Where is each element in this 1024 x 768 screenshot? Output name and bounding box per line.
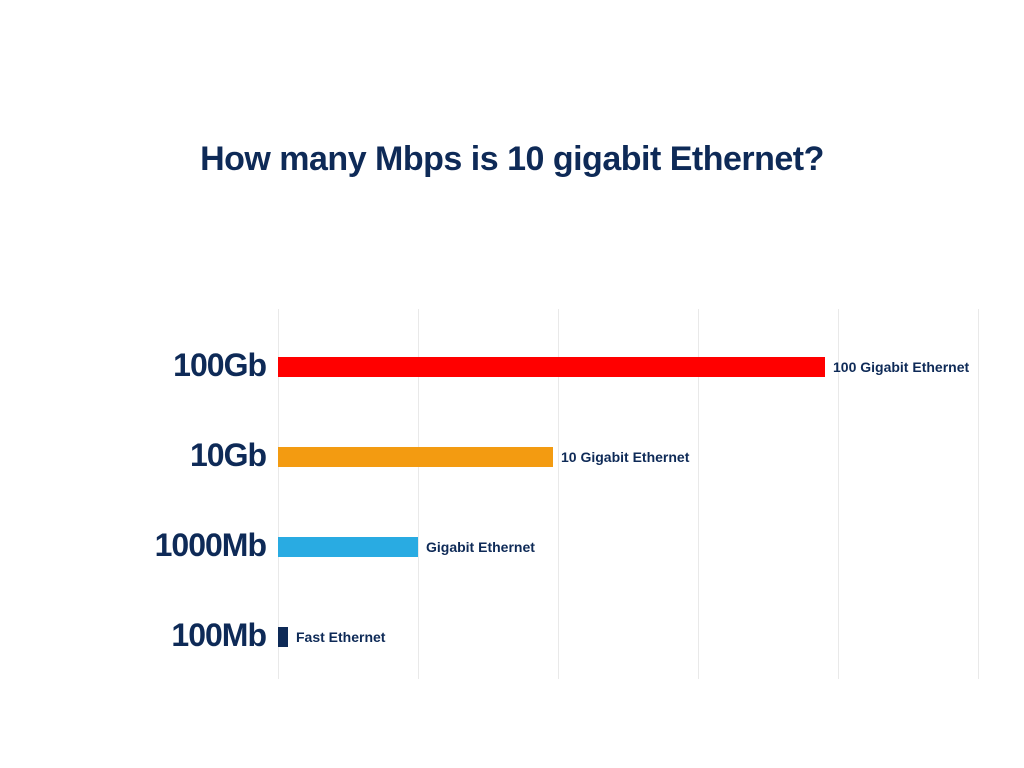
bar	[278, 627, 288, 647]
gridline	[978, 309, 979, 679]
bar-label: Fast Ethernet	[296, 629, 385, 645]
bar-label: 10 Gigabit Ethernet	[561, 449, 689, 465]
bar-rows: 100Gb 100 Gigabit Ethernet 10Gb 10 Gigabit …	[100, 309, 978, 679]
bar-label: Gigabit Ethernet	[426, 539, 535, 555]
bar	[278, 537, 418, 557]
bar-label: 100 Gigabit Ethernet	[833, 359, 969, 375]
y-axis-label: 100Gb	[100, 347, 266, 384]
y-axis-label: 1000Mb	[100, 527, 266, 564]
page-title: How many Mbps is 10 gigabit Ethernet?	[0, 140, 1024, 179]
bar	[278, 447, 553, 467]
bar	[278, 357, 825, 377]
y-axis-label: 10Gb	[100, 437, 266, 474]
ethernet-bar-chart: 100Gb 100 Gigabit Ethernet 10Gb 10 Gigabit …	[100, 309, 978, 679]
y-axis-label: 100Mb	[100, 617, 266, 654]
chart-container: 100Gb 100 Gigabit Ethernet 10Gb 10 Gigabit …	[100, 309, 1024, 679]
